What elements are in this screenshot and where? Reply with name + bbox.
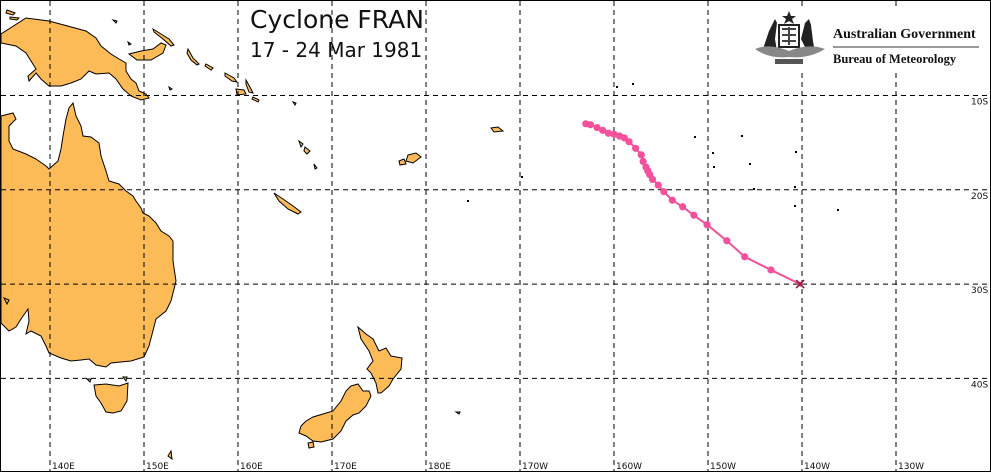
land-nz-north-island bbox=[357, 325, 403, 394]
track-point bbox=[632, 144, 640, 152]
latitude-label: 40S bbox=[971, 380, 988, 390]
longitude-label: 160W bbox=[616, 462, 642, 472]
tiny-islets bbox=[467, 83, 839, 211]
track-line bbox=[585, 122, 801, 285]
land-australia bbox=[1, 101, 177, 368]
longitude-label: 150W bbox=[710, 462, 736, 472]
bom-logo: Australian Government Bureau of Meteorol… bbox=[749, 9, 985, 71]
longitude-label: 140W bbox=[804, 462, 830, 472]
track-point bbox=[593, 123, 601, 132]
land-tasmania bbox=[93, 382, 129, 414]
longitude-label: 170W bbox=[522, 462, 548, 472]
logo-text-government: Australian Government bbox=[833, 27, 976, 42]
cyclone-track bbox=[582, 120, 805, 289]
track-point bbox=[654, 181, 662, 189]
track-point bbox=[639, 157, 647, 166]
track-point bbox=[703, 221, 711, 229]
track-point bbox=[610, 130, 618, 138]
longitude-label: 160E bbox=[240, 462, 263, 472]
landmasses bbox=[1, 9, 839, 461]
track-point bbox=[604, 129, 612, 137]
track-point bbox=[660, 188, 668, 196]
latitude-label: 30S bbox=[971, 286, 988, 296]
track-point bbox=[637, 151, 645, 159]
land-nz-south-island bbox=[298, 383, 372, 443]
track-point bbox=[648, 175, 657, 184]
track-point bbox=[767, 266, 775, 274]
land-new-britain bbox=[127, 42, 167, 61]
land-fiji bbox=[398, 152, 422, 166]
land-solomon-islands bbox=[186, 47, 260, 103]
land-new-caledonia bbox=[273, 192, 302, 215]
land-samoa bbox=[490, 126, 505, 133]
land-new-ireland bbox=[152, 27, 175, 47]
logo-divider bbox=[833, 46, 979, 48]
land-small-islands bbox=[2, 9, 461, 461]
longitude-label: 170E bbox=[334, 462, 357, 472]
track-point bbox=[679, 203, 687, 211]
longitude-label: 140E bbox=[52, 462, 75, 472]
track-point bbox=[690, 211, 698, 219]
land-stewart-island bbox=[307, 441, 315, 449]
graticule-labels: 140E 150E 160E 170E 180E 170W 160W 150W 140W 130W… bbox=[52, 98, 988, 472]
track-point bbox=[599, 126, 607, 134]
logo-text-bureau: Bureau of Meteorology bbox=[833, 52, 957, 66]
track-point bbox=[668, 196, 676, 204]
longitude-label: 150E bbox=[146, 462, 169, 472]
track-point bbox=[586, 121, 595, 129]
track-point bbox=[625, 138, 633, 146]
land-vanuatu bbox=[298, 139, 318, 170]
track-point bbox=[741, 253, 749, 261]
longitude-label: 130W bbox=[898, 462, 924, 472]
latitude-label: 10S bbox=[971, 98, 988, 108]
map-title: Cyclone FRAN bbox=[250, 5, 424, 34]
latitude-label: 20S bbox=[971, 192, 988, 202]
track-end-x-icon bbox=[795, 279, 805, 289]
track-point bbox=[723, 237, 731, 245]
map-subtitle: 17 - 24 Mar 1981 bbox=[250, 38, 423, 62]
coat-of-arms-icon bbox=[755, 11, 825, 64]
land-papua-new-guinea bbox=[1, 17, 150, 101]
longitude-label: 180E bbox=[428, 462, 451, 472]
